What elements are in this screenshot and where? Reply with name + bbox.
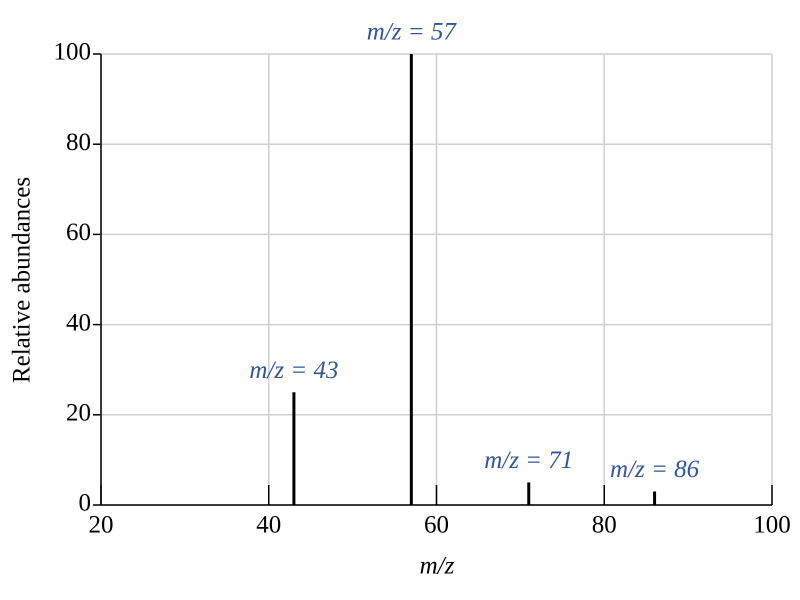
y-tick-label: 0	[79, 490, 92, 517]
x-tick-label: 20	[89, 512, 114, 539]
peak-label: m/z = 57	[367, 19, 458, 46]
peak-label: m/z = 71	[484, 447, 573, 474]
y-tick-label: 100	[54, 39, 92, 66]
y-axis-title: Relative abundances	[9, 177, 36, 383]
peak-label: m/z = 86	[610, 456, 700, 483]
x-tick-label: 100	[753, 512, 791, 539]
y-tick-label: 60	[66, 219, 91, 246]
y-tick-label: 40	[66, 309, 91, 336]
x-tick-label: 60	[424, 512, 449, 539]
x-tick-label: 80	[592, 512, 617, 539]
y-tick-label: 20	[66, 400, 91, 427]
y-tick-label: 80	[66, 129, 91, 156]
x-axis-title: m/z	[420, 553, 455, 580]
x-tick-label: 40	[256, 512, 281, 539]
peak-label: m/z = 43	[249, 357, 338, 384]
